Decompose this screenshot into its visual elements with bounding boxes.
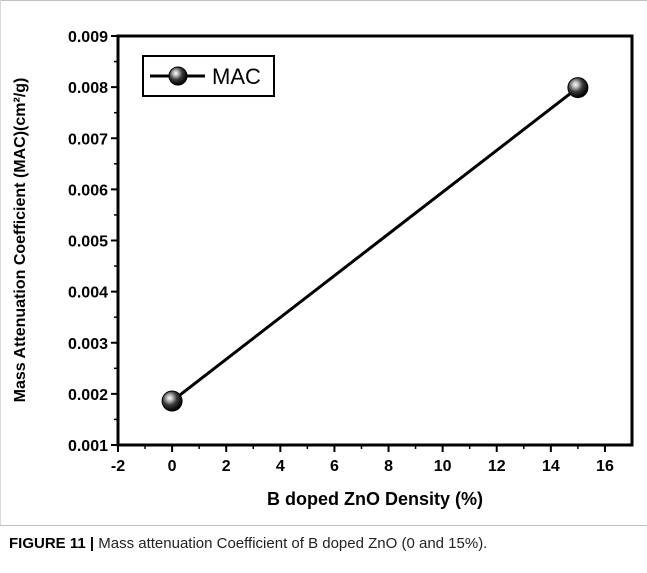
data-point [567,77,589,99]
x-tick-label: -2 [111,458,125,475]
x-tick-label: 14 [542,458,560,475]
data-point [161,390,183,412]
x-tick-label: 2 [222,458,231,475]
series-layer [161,77,589,412]
x-tick-label: 6 [330,458,339,475]
y-tick-label: 0.005 [68,234,108,251]
y-axis: 0.001 0.002 0.003 0.004 0.005 0.006 0.007 0.008… [68,29,118,455]
caption-text: Mass attenuation Coefficient of B doped … [94,535,488,552]
x-tick-label: 0 [168,458,177,475]
figure-caption: FIGURE 11 | Mass attenuation Coefficient… [9,535,487,552]
y-tick-label: 0.002 [68,387,108,404]
y-tick-label: 0.003 [68,336,108,353]
legend: MAC [142,55,275,97]
y-tick-label: 0.008 [68,80,108,97]
caption-divider [0,525,647,526]
y-tick-label: 0.001 [68,438,108,455]
legend-marker [168,66,188,86]
x-tick-label: 4 [276,458,285,475]
left-divider [0,0,1,526]
series-line [171,86,579,403]
x-tick-label: 8 [384,458,393,475]
y-tick-label: 0.006 [68,182,108,199]
x-tick-label: 12 [488,458,506,475]
figure-label: FIGURE 11 | [9,535,95,552]
legend-label: MAC [212,64,261,89]
x-tick-label: 16 [596,458,614,475]
top-divider [0,0,647,1]
x-axis: -2 0 2 4 6 8 10 12 14 16 [111,445,614,475]
x-axis-title: B doped ZnO Density (%) [267,489,483,509]
chart: 0.001 0.002 0.003 0.004 0.005 0.006 0.007 0.008… [12,29,634,509]
y-tick-label: 0.007 [68,131,108,148]
x-tick-label: 10 [434,458,452,475]
y-axis-title: Mass Attenuation Coefficient (MAC)(cm²/g… [12,78,29,403]
y-tick-label: 0.004 [68,285,108,302]
y-tick-label: 0.009 [68,29,108,46]
